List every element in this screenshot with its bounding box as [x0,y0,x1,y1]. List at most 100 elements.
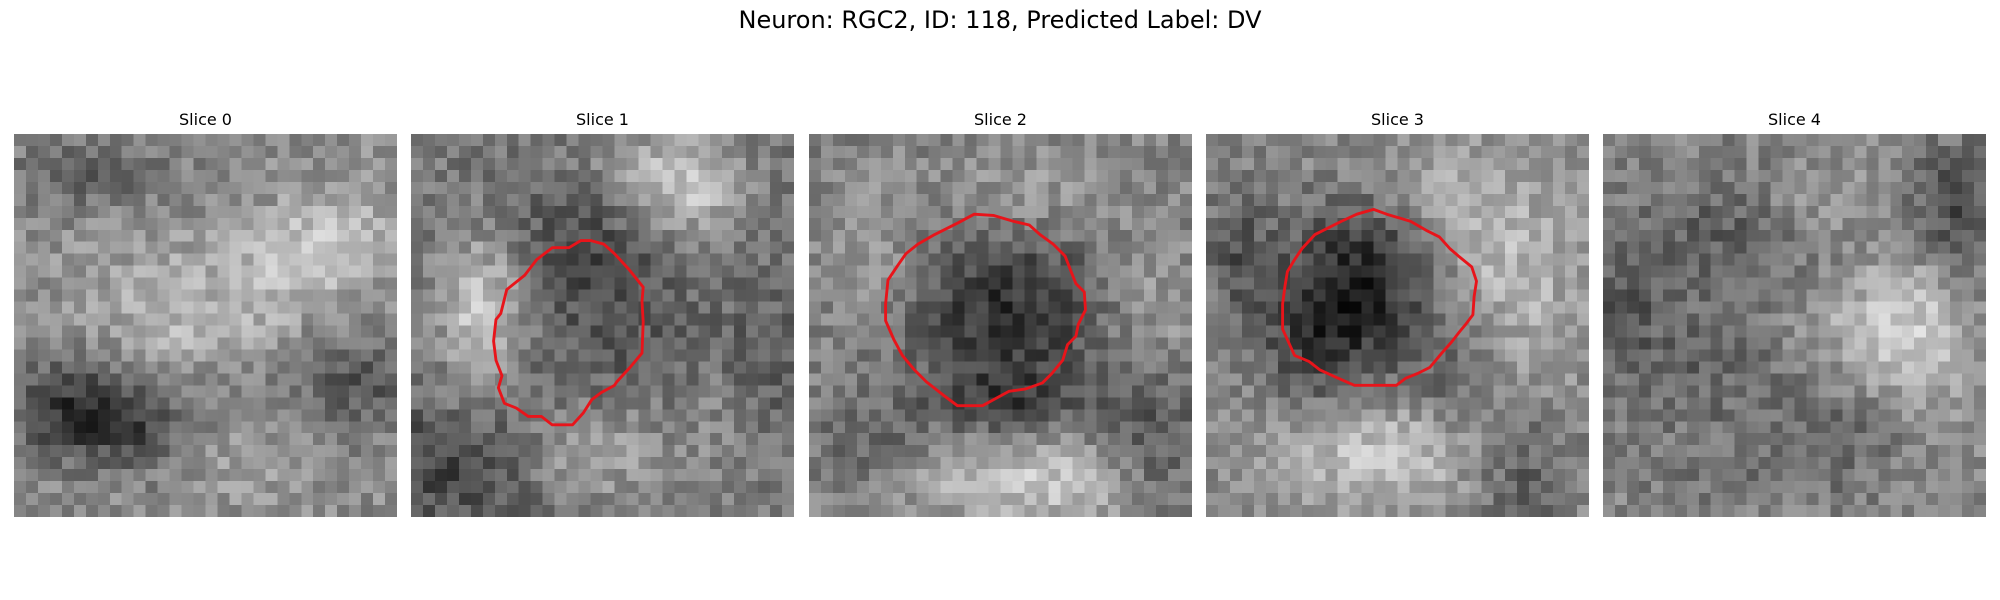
image-pixel [217,421,230,434]
image-pixel [1950,325,1963,338]
image-pixel [361,493,374,506]
image-pixel [61,205,75,219]
image-pixel [1277,445,1291,458]
image-pixel [1746,385,1759,398]
image-pixel [1337,253,1350,266]
image-pixel [85,481,99,494]
image-pixel [422,409,436,422]
image-pixel [1577,445,1589,458]
image-pixel [1337,469,1350,482]
image-pixel [1481,433,1494,446]
image-pixel [1265,421,1279,434]
image-pixel [1650,421,1664,434]
image-pixel [1313,373,1326,386]
image-pixel [1541,445,1554,458]
image-pixel [37,229,51,242]
image-pixel [1048,193,1061,207]
image-pixel [133,493,146,506]
image-pixel [1385,445,1398,458]
image-pixel [277,493,290,506]
image-pixel [97,493,110,506]
image-pixel [97,301,110,314]
image-pixel [181,205,194,219]
image-pixel [61,505,75,517]
image-pixel [952,277,965,290]
image-pixel [73,505,87,517]
image-pixel [133,505,146,517]
image-pixel [1818,361,1831,374]
image-pixel [1603,313,1616,326]
image-pixel [518,217,531,230]
image-pixel [758,229,771,242]
image-pixel [1000,433,1013,446]
image-pixel [758,265,771,278]
image-pixel [1096,313,1109,326]
image-pixel [482,421,496,434]
image-pixel [916,145,929,159]
image-pixel [1373,325,1386,338]
image-pixel [1217,469,1231,482]
image-pixel [73,493,87,506]
image-pixel [1517,193,1530,207]
image-pixel [1349,265,1362,278]
image-pixel [325,361,338,374]
image-pixel [1120,205,1133,219]
image-pixel [145,217,158,230]
image-pixel [37,217,51,230]
image-pixel [133,349,146,362]
image-pixel [289,265,302,278]
image-pixel [602,481,615,494]
image-pixel [1433,193,1446,207]
image-pixel [1974,373,1986,386]
image-pixel [1325,349,1338,362]
image-pixel [758,157,771,171]
image-pixel [1517,313,1530,326]
image-pixel [385,493,397,506]
image-pixel [61,229,75,242]
image-pixel [49,337,63,350]
image-pixel [1553,457,1566,470]
image-pixel [1710,301,1723,314]
image-pixel [566,409,579,422]
image-pixel [301,433,314,446]
image-pixel [1241,373,1255,386]
image-pixel [109,253,122,266]
image-pixel [590,325,603,338]
image-pixel [385,181,397,195]
image-pixel [337,289,350,302]
image-pixel [289,409,302,422]
image-pixel [758,253,771,266]
image-pixel [1060,193,1073,207]
image-pixel [1132,457,1145,470]
image-pixel [265,289,278,302]
image-pixel [1674,421,1688,434]
image-pixel [1638,134,1652,147]
image-pixel [506,493,519,506]
image-pixel [1241,409,1255,422]
image-pixel [904,205,917,219]
image-pixel [1036,253,1049,266]
image-pixel [1842,145,1855,159]
image-pixel [277,337,290,350]
image-pixel [722,505,735,517]
image-pixel [868,181,882,195]
image-pixel [1914,241,1927,254]
image-pixel [868,385,882,398]
image-pixel [1349,421,1362,434]
image-pixel [25,385,39,398]
image-pixel [1782,169,1795,183]
image-pixel [916,385,929,398]
image-pixel [361,193,374,207]
image-pixel [1722,385,1735,398]
image-pixel [650,277,663,290]
image-pixel [1265,229,1279,242]
image-pixel [49,169,63,183]
image-pixel [1337,277,1350,290]
image-pixel [1433,157,1446,171]
image-pixel [37,181,51,195]
image-pixel [1806,157,1819,171]
image-pixel [1758,205,1771,219]
image-pixel [1060,301,1073,314]
image-pixel [1926,289,1939,302]
image-pixel [193,373,206,386]
